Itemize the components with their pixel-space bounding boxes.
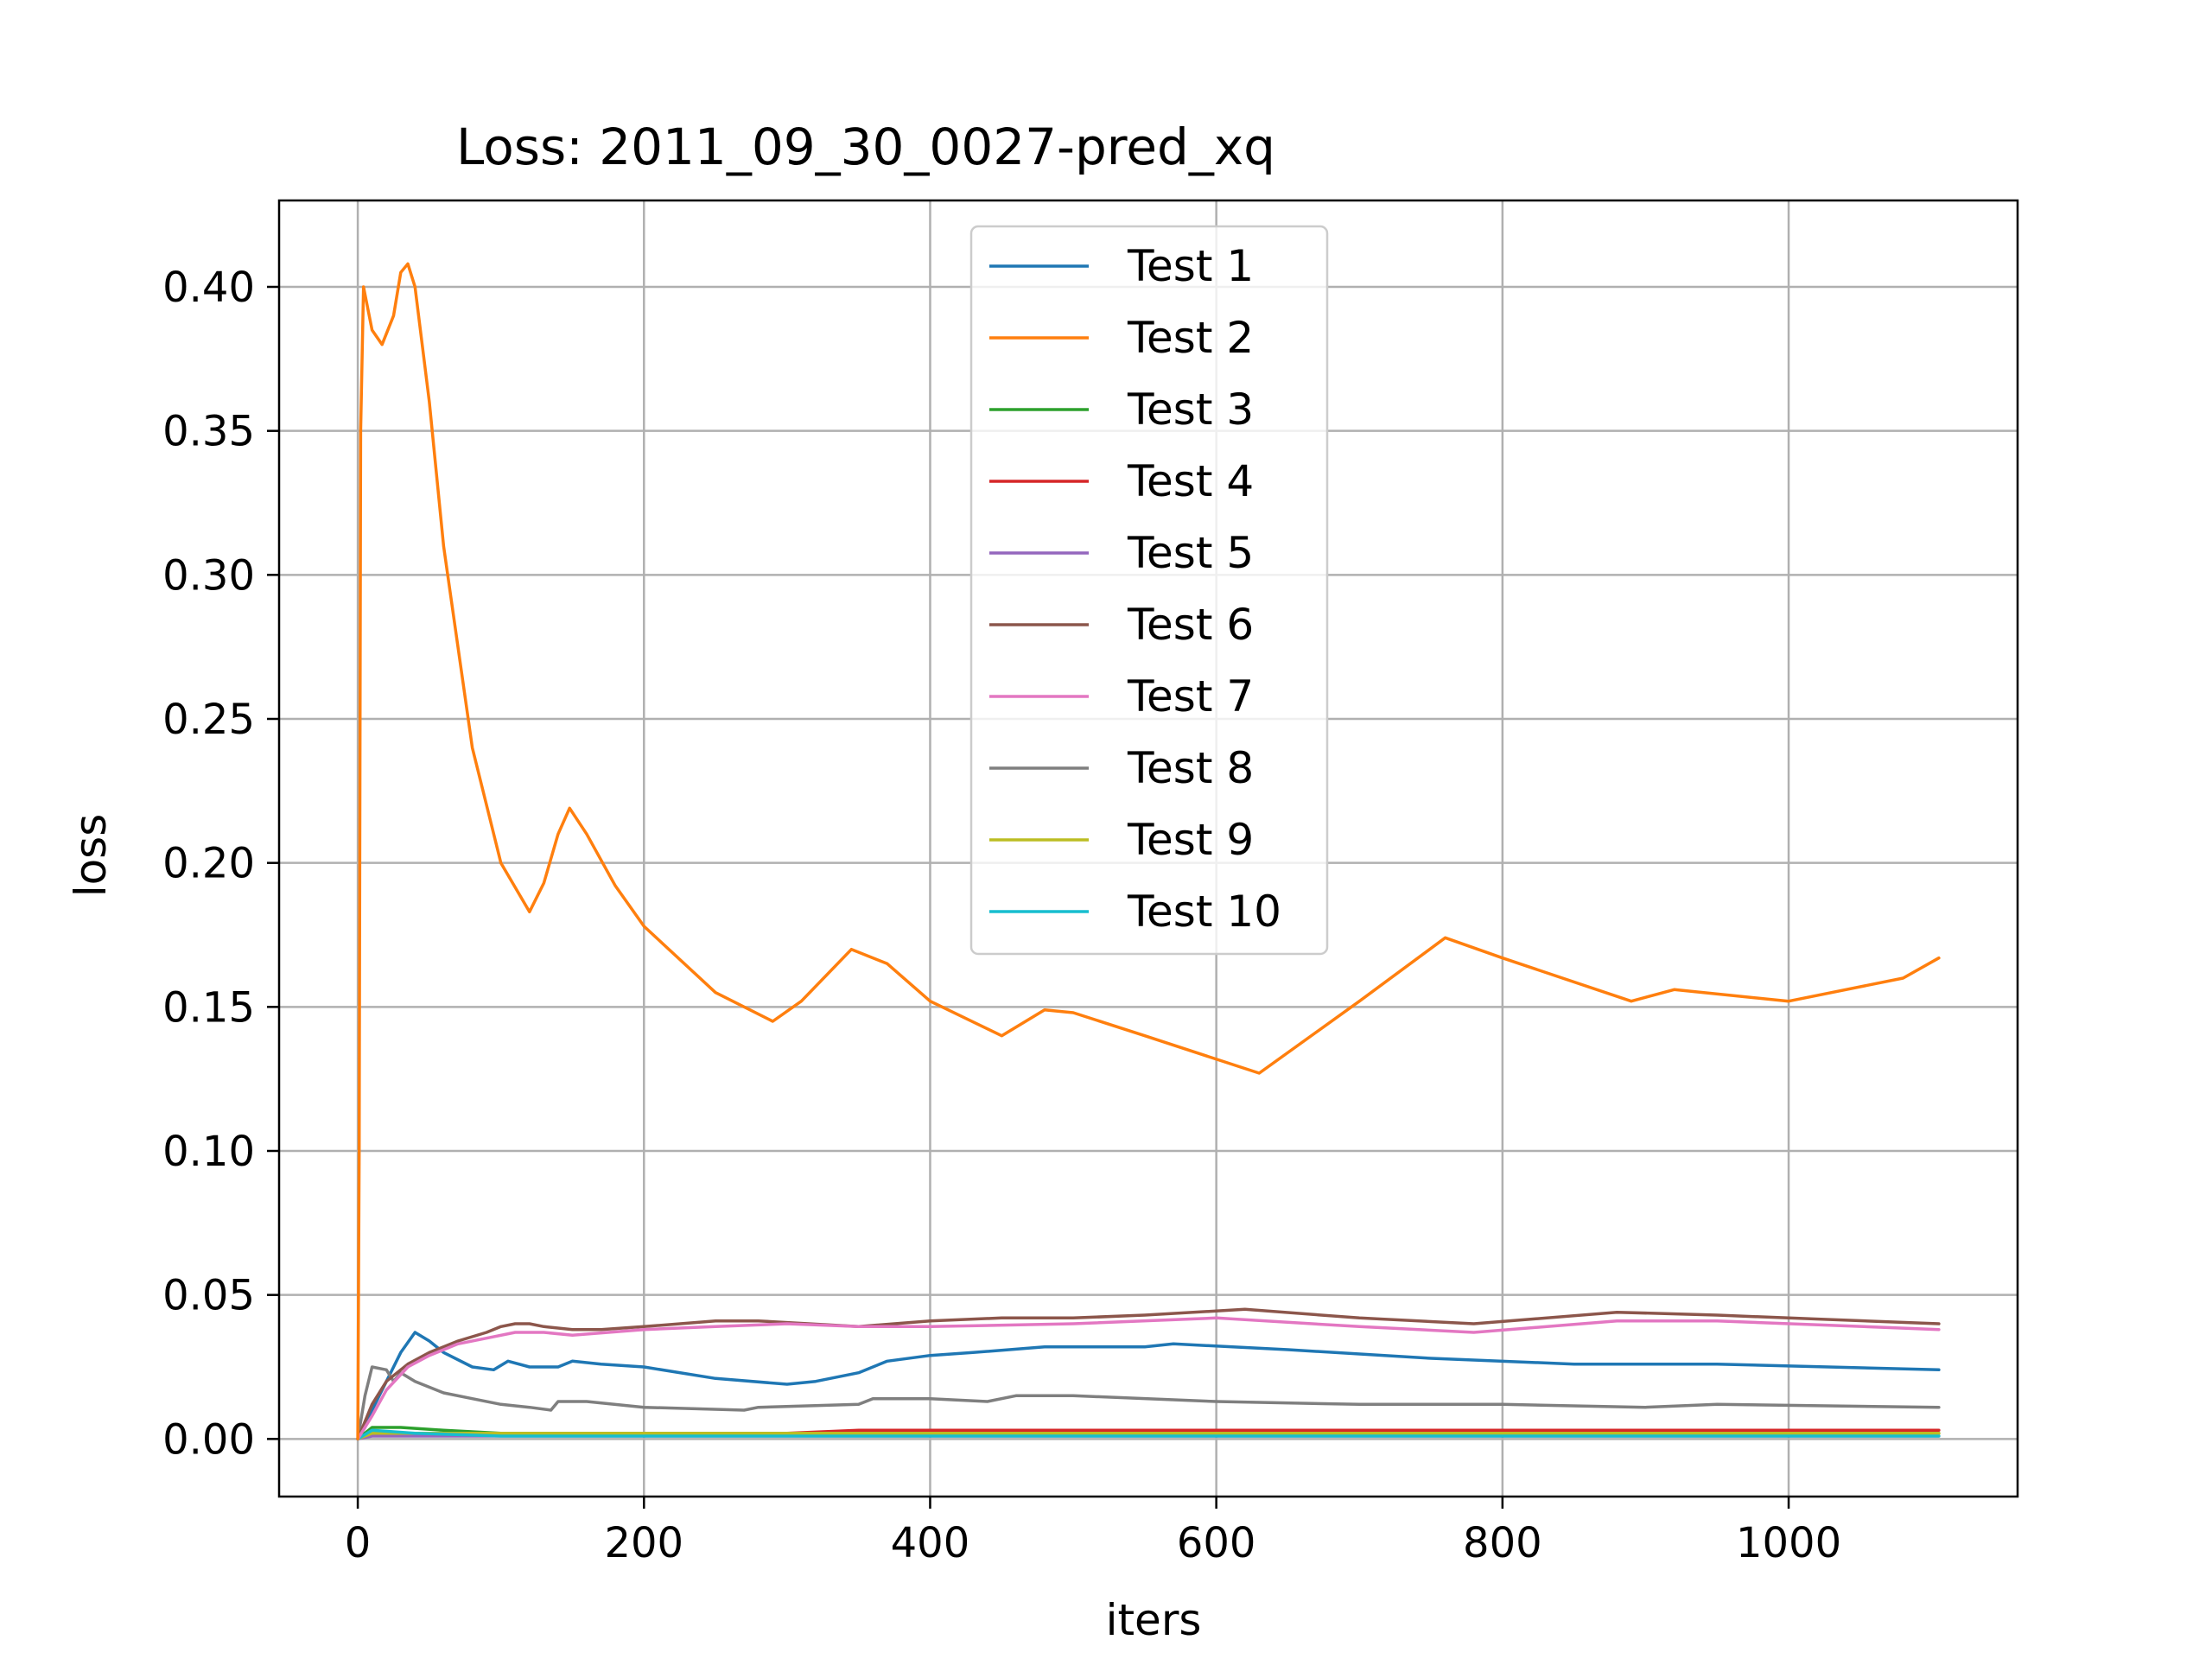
- legend-label: Test 10: [1127, 887, 1281, 937]
- legend-label: Test 4: [1127, 456, 1254, 506]
- y-tick-label: 0.00: [162, 1415, 255, 1464]
- x-tick-label: 400: [891, 1519, 970, 1567]
- series-line-test-9: [356, 1431, 1941, 1441]
- y-tick-label: 0.35: [162, 408, 255, 456]
- x-axis-label: iters: [1106, 1595, 1202, 1645]
- series-line-test-6: [356, 1307, 1941, 1441]
- legend-label: Test 2: [1127, 313, 1254, 363]
- x-tick-label: 200: [604, 1519, 683, 1567]
- y-tick-label: 0.40: [162, 264, 255, 312]
- x-tick-label: 600: [1177, 1519, 1256, 1567]
- series-line-test-7: [356, 1316, 1941, 1441]
- legend-label: Test 3: [1127, 385, 1254, 435]
- x-tick-label: 800: [1463, 1519, 1542, 1567]
- y-tick-label: 0.20: [162, 840, 255, 888]
- plot-area: 0 200 400 600 800 1000 0.00 0.05 0.10 0.15 0.20 0.2…: [162, 199, 2019, 1567]
- x-tick-label: 0: [345, 1519, 372, 1567]
- y-tick-label: 0.25: [162, 696, 255, 744]
- legend-label: Test 1: [1127, 241, 1254, 291]
- y-axis-label: loss: [66, 814, 116, 898]
- legend-label: Test 9: [1127, 815, 1254, 865]
- y-tick-label: 0.05: [162, 1272, 255, 1320]
- chart-title: Loss: 2011_09_30_0027-pred_xq: [456, 118, 1275, 176]
- x-tick-label: 1000: [1736, 1519, 1841, 1567]
- legend-label: Test 5: [1127, 528, 1254, 578]
- y-tick-label: 0.30: [162, 551, 255, 600]
- series-line-test-2: [356, 262, 1941, 1441]
- legend-label: Test 6: [1127, 600, 1254, 650]
- series-line-test-1: [356, 1331, 1941, 1441]
- axes-frame: [277, 199, 2019, 1498]
- legend-label: Test 8: [1127, 743, 1254, 793]
- y-tick-label: 0.10: [162, 1128, 255, 1176]
- legend-label: Test 7: [1127, 671, 1254, 721]
- y-tick-label: 0.15: [162, 983, 255, 1032]
- series-line-test-10: [356, 1428, 1941, 1441]
